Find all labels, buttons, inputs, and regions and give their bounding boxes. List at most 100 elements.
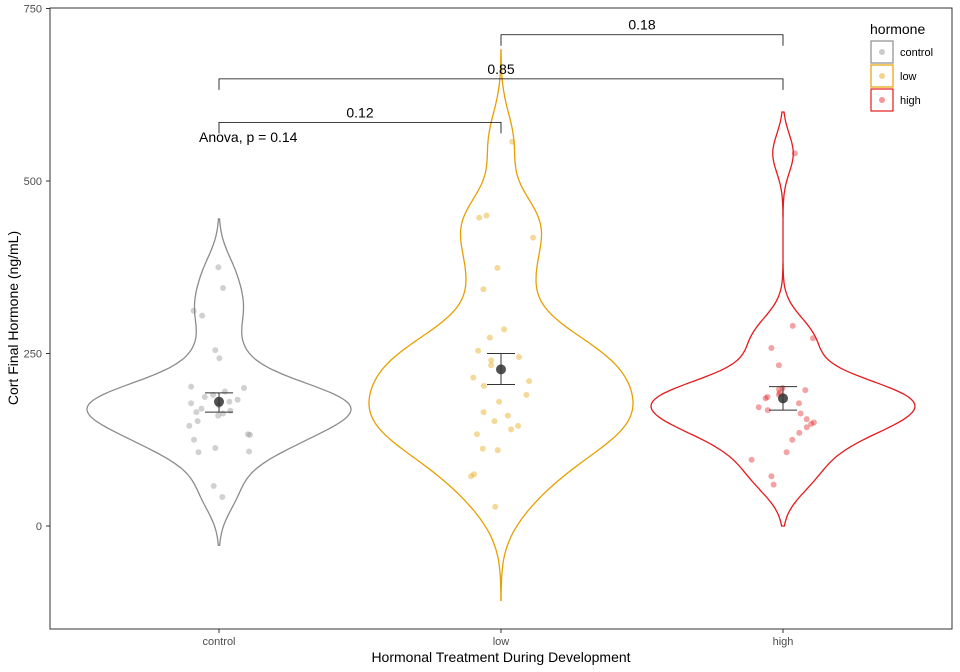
point-control bbox=[216, 355, 223, 362]
bracket-control-high bbox=[218, 78, 784, 90]
point-high bbox=[770, 481, 777, 488]
point-low bbox=[471, 471, 477, 478]
point-low bbox=[494, 264, 501, 271]
legend: hormone control low high bbox=[870, 21, 933, 112]
violin-control bbox=[86, 218, 352, 546]
legend-key-high bbox=[870, 88, 894, 112]
violin-high bbox=[650, 111, 916, 527]
legend-label: high bbox=[900, 95, 921, 107]
point-low bbox=[523, 391, 530, 398]
legend-dot bbox=[879, 49, 885, 55]
x-tick-label: high bbox=[773, 636, 794, 648]
point-high bbox=[776, 386, 782, 393]
bracket-low-high bbox=[500, 34, 784, 46]
point-low bbox=[491, 418, 498, 425]
point-control bbox=[199, 312, 206, 319]
point-low bbox=[492, 503, 499, 510]
point-high bbox=[783, 449, 790, 456]
point-high bbox=[802, 387, 809, 394]
point-high bbox=[797, 410, 804, 417]
point-high bbox=[808, 420, 815, 427]
point-control bbox=[227, 407, 234, 414]
point-low bbox=[480, 409, 487, 416]
comparison-brackets: 0.12 0.85 0.18 bbox=[218, 17, 784, 134]
point-high bbox=[803, 424, 810, 431]
x-axis: control low high bbox=[202, 629, 793, 648]
point-low bbox=[515, 422, 522, 429]
y-axis: 0 250 500 750 bbox=[24, 4, 50, 533]
point-high bbox=[796, 429, 803, 436]
point-low bbox=[488, 362, 495, 369]
point-low bbox=[486, 334, 493, 341]
point-low bbox=[479, 445, 486, 452]
point-control bbox=[247, 431, 253, 438]
point-control bbox=[221, 388, 228, 395]
point-low bbox=[476, 214, 483, 221]
point-low bbox=[508, 426, 515, 433]
point-low bbox=[494, 447, 501, 454]
violins bbox=[86, 49, 916, 602]
y-tick-label: 250 bbox=[24, 349, 42, 361]
point-control bbox=[241, 385, 247, 391]
point-high bbox=[748, 456, 755, 463]
y-tick-label: 750 bbox=[24, 4, 42, 16]
x-tick-label: control bbox=[202, 636, 235, 648]
point-control bbox=[246, 448, 253, 455]
point-control bbox=[234, 396, 241, 403]
point-control bbox=[191, 436, 197, 443]
point-control bbox=[193, 409, 200, 416]
legend-key-control bbox=[870, 40, 894, 64]
point-high bbox=[764, 394, 771, 400]
point-high bbox=[810, 419, 817, 426]
point-control bbox=[188, 383, 195, 390]
point-low bbox=[509, 138, 516, 145]
point-control bbox=[212, 347, 219, 354]
point-high bbox=[775, 362, 782, 369]
bracket-label: 0.18 bbox=[628, 17, 655, 33]
point-control bbox=[210, 483, 217, 489]
plot-panel bbox=[49, 7, 953, 630]
point-high bbox=[791, 150, 798, 157]
point-low bbox=[483, 212, 490, 219]
point-control bbox=[219, 494, 226, 500]
point-low bbox=[480, 286, 487, 293]
point-control bbox=[220, 285, 226, 291]
point-control bbox=[215, 264, 222, 271]
point-high bbox=[755, 404, 762, 411]
point-control bbox=[201, 394, 208, 400]
point-low bbox=[501, 326, 508, 333]
mean-point-control bbox=[214, 396, 224, 407]
point-high bbox=[768, 345, 775, 351]
point-low bbox=[470, 374, 477, 381]
point-control bbox=[212, 445, 219, 451]
point-low bbox=[474, 431, 480, 438]
y-tick-label: 0 bbox=[36, 521, 42, 533]
point-low bbox=[516, 354, 522, 360]
anova-annotation: Anova, p = 0.14 bbox=[199, 129, 298, 145]
point-high bbox=[789, 436, 796, 443]
point-low bbox=[468, 473, 475, 480]
point-control bbox=[210, 391, 217, 398]
legend-dot bbox=[879, 73, 885, 79]
legend-label: control bbox=[900, 47, 933, 59]
bracket-control-low bbox=[218, 121, 502, 134]
point-control bbox=[215, 412, 222, 419]
point-control bbox=[188, 400, 195, 407]
point-low bbox=[526, 378, 533, 385]
y-tick-label: 500 bbox=[24, 176, 42, 188]
point-low bbox=[530, 234, 537, 241]
point-control bbox=[245, 431, 251, 438]
point-control bbox=[186, 422, 193, 429]
mean-point-high bbox=[778, 393, 788, 404]
mean-point-low bbox=[496, 364, 506, 375]
point-high bbox=[810, 335, 816, 342]
point-high bbox=[803, 416, 810, 423]
point-control bbox=[198, 405, 205, 412]
point-low bbox=[504, 412, 511, 419]
x-axis-title: Hormonal Treatment During Development bbox=[371, 649, 630, 665]
point-high bbox=[768, 473, 775, 480]
point-control bbox=[190, 307, 197, 314]
violin-low bbox=[368, 49, 634, 602]
y-axis-title: Cort Final Hormone (ng/mL) bbox=[5, 231, 21, 405]
